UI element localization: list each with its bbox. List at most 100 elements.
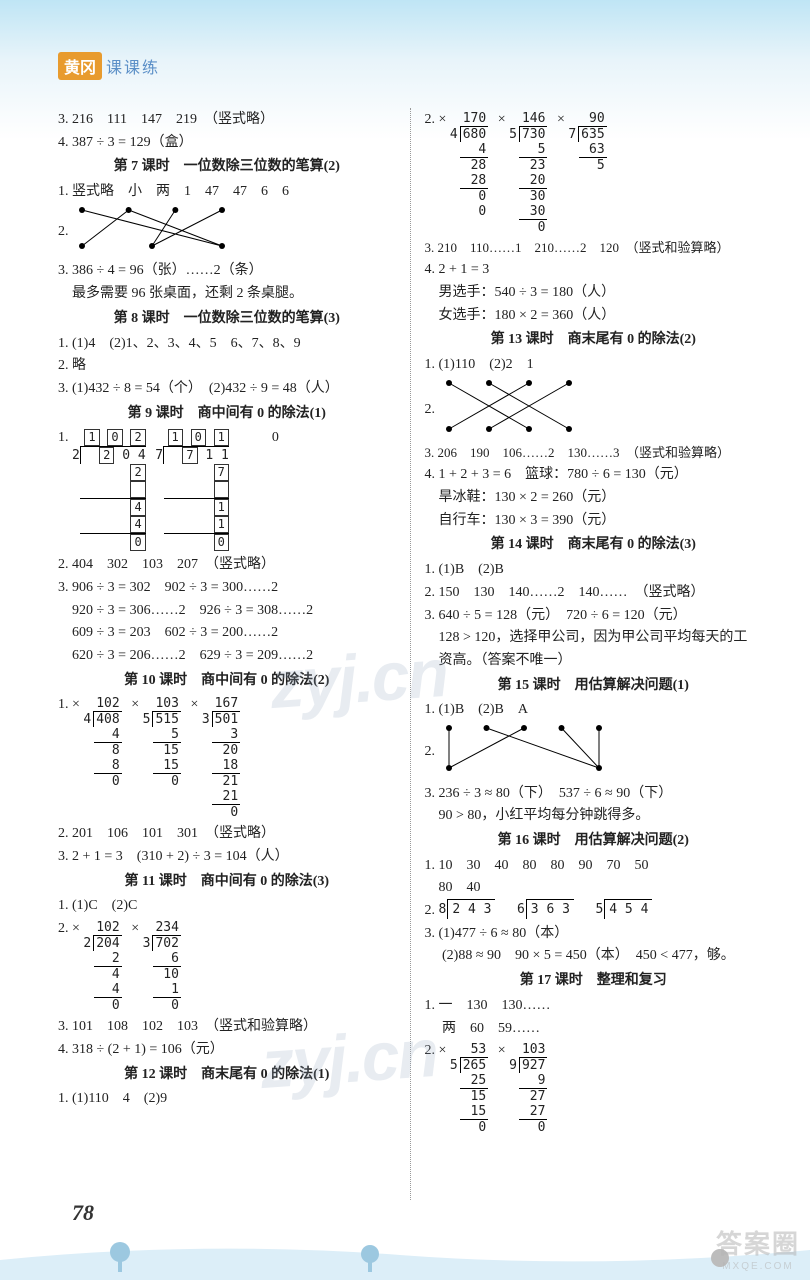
header-title: 课课练 xyxy=(106,54,160,78)
label: 2. × xyxy=(425,112,447,127)
text-line: 2. xyxy=(425,722,763,782)
text-line: (2)88 ≈ 90 90 × 5 = 450（本） 450 < 477，够。 xyxy=(425,945,763,967)
text-line: 128 > 120，选择甲公司，因为甲公司平均每天的工 xyxy=(425,627,763,649)
section-title: 第 9 课时 商中间有 0 的除法(1) xyxy=(58,403,396,425)
text-line: 两 60 59…… xyxy=(425,1018,763,1040)
text-line: 2. xyxy=(58,204,396,260)
label: × xyxy=(498,1043,506,1058)
text-line: 80 40 xyxy=(425,877,763,899)
label: 1. × xyxy=(58,697,80,712)
matching-diagram xyxy=(439,722,609,782)
text-line: 1. (1)C (2)C xyxy=(58,895,396,917)
text-line: 3. 206 190 106……2 130……3 （竖式和验算略） xyxy=(425,443,763,463)
text-line: 920 ÷ 3 = 306……2 926 ÷ 3 = 308……2 xyxy=(58,600,396,622)
section-title: 第 16 课时 用估算解决问题(2) xyxy=(425,830,763,852)
longdiv-row: 1. 1 0 222 0 42 440 1 0 177 1 17 110 0 xyxy=(58,427,396,553)
long-division: 146573052320 30 30 0 xyxy=(509,112,553,127)
text-line: 90 > 80，小红平均每分钟跳得多。 xyxy=(425,805,763,827)
section-title: 第 17 课时 整理和复习 xyxy=(425,970,763,992)
text-line: 2. 201 106 101 301 （竖式略） xyxy=(58,823,396,845)
text-line: 女选手：180 × 2 = 360（人） xyxy=(425,305,763,327)
long-division: 10222042 4 4 0 xyxy=(83,921,127,936)
logo-url: MXQE.COM xyxy=(716,1261,800,1272)
footer-decoration xyxy=(0,1210,810,1280)
page-header: 黄冈 课课练 xyxy=(58,52,160,80)
section-title: 第 10 课时 商中间有 0 的除法(2) xyxy=(58,670,396,692)
label: × xyxy=(498,112,506,127)
header-brand: 黄冈 xyxy=(58,52,102,80)
long-division: 63 6 3 xyxy=(517,903,592,918)
section-title: 第 11 课时 商中间有 0 的除法(3) xyxy=(58,871,396,893)
label: 2. xyxy=(425,744,436,759)
label: 2. xyxy=(58,224,69,239)
text-line: 3. 906 ÷ 3 = 302 902 ÷ 3 = 300……2 xyxy=(58,577,396,599)
text-line: 2. 404 302 103 207 （竖式略） xyxy=(58,554,396,576)
text-line: 3. 236 ÷ 3 ≈ 80（下） 537 ÷ 6 ≈ 90（下） xyxy=(425,783,763,805)
label: 2. × xyxy=(425,1043,447,1058)
long-division: 54 5 4 xyxy=(595,903,670,918)
text: 0 xyxy=(272,430,279,445)
longdiv-row: 1. × 10244084 8 8 0 × 10355155 15 15 0 ×… xyxy=(58,694,396,822)
text-line: 1. 10 30 40 80 80 90 70 50 xyxy=(425,855,763,877)
matching-diagram xyxy=(72,204,232,260)
long-division: 82 4 3 xyxy=(439,903,514,918)
text-line: 4. 318 ÷ (2 + 1) = 106（元） xyxy=(58,1039,396,1061)
longdiv-row: 2. × 170468042828 0 0 × 146573052320 30 … xyxy=(425,109,763,237)
longdiv-row: 2. × 10222042 4 4 0 × 2343702610 1 0 xyxy=(58,918,396,1015)
long-division: 53526525 15 15 0 xyxy=(450,1043,494,1058)
label: 2. xyxy=(425,402,436,417)
text-line: 3. 640 ÷ 5 = 128（元） 720 ÷ 6 = 120（元） xyxy=(425,605,763,627)
longdiv-row: 2. 82 4 3 63 6 3 54 5 4 xyxy=(425,900,763,922)
long-division: 1 0 222 0 42 440 xyxy=(72,430,152,445)
text-line: 最多需要 96 张桌面，还剩 2 条桌腿。 xyxy=(58,283,396,305)
label: × xyxy=(557,112,565,127)
text-line: 3. 2 + 1 = 3 (310 + 2) ÷ 3 = 104（人） xyxy=(58,846,396,868)
long-division: 1 0 177 1 17 110 xyxy=(155,430,235,445)
text-line: 1. (1)B (2)B xyxy=(425,559,763,581)
long-division: 10399279 27 27 0 xyxy=(509,1043,553,1058)
text-line: 1. (1)110 (2)2 1 xyxy=(425,354,763,376)
corner-logo: 答案圈 MXQE.COM xyxy=(716,1224,800,1272)
text-line: 3. 210 110……1 210……2 120 （竖式和验算略） xyxy=(425,238,763,258)
text-line: 自行车：130 × 3 = 390（元） xyxy=(425,510,763,532)
text-line: 1. 一 130 130…… xyxy=(425,995,763,1017)
label: 2. × xyxy=(58,921,80,936)
right-column: 2. × 170468042828 0 0 × 146573052320 30 … xyxy=(411,108,763,1200)
label: × xyxy=(190,697,198,712)
text-line: 3. 386 ÷ 4 = 96（张）……2（条） xyxy=(58,260,396,282)
text-line: 3. 216 111 147 219 （竖式略） xyxy=(58,109,396,131)
long-division: 170468042828 0 0 xyxy=(450,112,494,127)
long-division: 2343702610 1 0 xyxy=(143,921,187,936)
text-line: 609 ÷ 3 = 203 602 ÷ 3 = 200……2 xyxy=(58,622,396,644)
text-line: 1. 竖式略 小 两 1 47 47 6 6 xyxy=(58,181,396,203)
section-title: 第 7 课时 一位数除三位数的笔算(2) xyxy=(58,156,396,178)
text-line: 4. 387 ÷ 3 = 129（盒） xyxy=(58,132,396,154)
long-division: 10355155 15 15 0 xyxy=(143,697,187,712)
text-line: 旱冰鞋：130 × 2 = 260（元） xyxy=(425,487,763,509)
section-title: 第 12 课时 商末尾有 0 的除法(1) xyxy=(58,1064,396,1086)
label: 1. xyxy=(58,430,69,445)
section-title: 第 8 课时 一位数除三位数的笔算(3) xyxy=(58,308,396,330)
text-line: 2. 150 130 140……2 140…… （竖式略） xyxy=(425,582,763,604)
long-division: 90763563 5 xyxy=(568,112,612,127)
label: × xyxy=(131,697,139,712)
logo-text: 答案圈 xyxy=(716,1224,800,1261)
section-title: 第 14 课时 商末尾有 0 的除法(3) xyxy=(425,534,763,556)
text-line: 3. (1)432 ÷ 8 = 54（个） (2)432 ÷ 9 = 48（人） xyxy=(58,378,396,400)
text-line: 620 ÷ 3 = 206……2 629 ÷ 3 = 209……2 xyxy=(58,645,396,667)
section-title: 第 13 课时 商末尾有 0 的除法(2) xyxy=(425,329,763,351)
text-line: 男选手：540 ÷ 3 = 180（人） xyxy=(425,282,763,304)
long-division: 167350132018 21 21 0 xyxy=(202,697,246,712)
matching-diagram xyxy=(439,377,579,443)
long-division: 10244084 8 8 0 xyxy=(83,697,127,712)
label: × xyxy=(131,921,139,936)
text-line: 3. (1)477 ÷ 6 ≈ 80（本） xyxy=(425,923,763,945)
text-line: 1. (1)B (2)B A xyxy=(425,699,763,721)
text-line: 4. 2 + 1 = 3 xyxy=(425,259,763,281)
longdiv-row: 2. × 53526525 15 15 0 × 10399279 27 27 0 xyxy=(425,1040,763,1137)
text-line: 3. 101 108 102 103 （竖式和验算略） xyxy=(58,1016,396,1038)
section-title: 第 15 课时 用估算解决问题(1) xyxy=(425,675,763,697)
left-column: 3. 216 111 147 219 （竖式略） 4. 387 ÷ 3 = 12… xyxy=(58,108,411,1200)
text-line: 4. 1 + 2 + 3 = 6 篮球：780 ÷ 6 = 130（元） xyxy=(425,464,763,486)
label: 2. xyxy=(425,903,436,918)
